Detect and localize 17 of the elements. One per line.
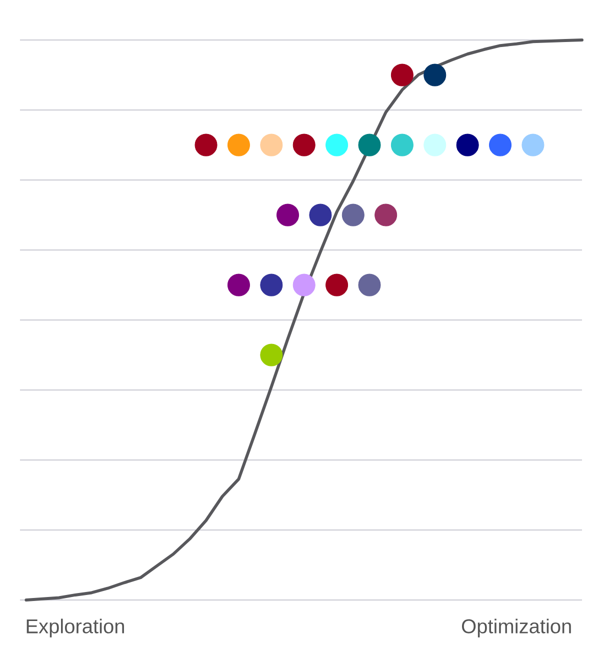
point <box>456 134 479 156</box>
point <box>390 134 414 156</box>
point <box>424 134 446 156</box>
x-tick-label: Optimization <box>462 618 571 638</box>
point <box>424 64 446 86</box>
point <box>522 134 544 156</box>
point <box>326 134 348 156</box>
point <box>260 344 283 366</box>
point <box>358 134 381 156</box>
point <box>194 134 218 156</box>
point <box>260 134 283 156</box>
point <box>227 134 250 156</box>
x-tick-label: Exploration <box>26 618 124 638</box>
point <box>374 204 398 226</box>
point <box>489 134 512 156</box>
point <box>292 134 316 156</box>
point <box>292 274 316 296</box>
